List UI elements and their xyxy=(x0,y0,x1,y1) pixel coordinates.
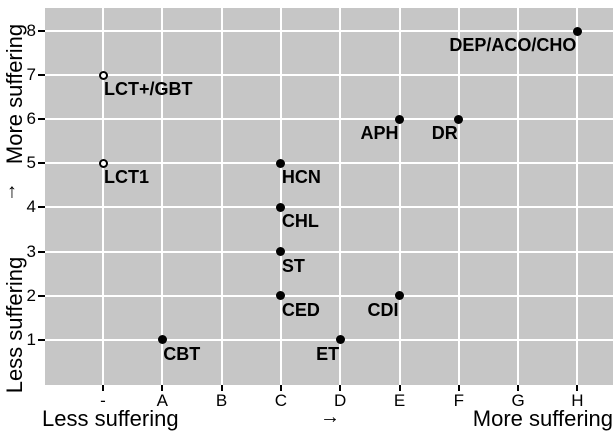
y-tick-mark-6 xyxy=(38,118,45,121)
x-tick-label-E: E xyxy=(393,391,406,410)
data-point-LCT1 xyxy=(98,158,108,168)
data-point-DEP/ACO/CHO xyxy=(572,26,582,36)
y-tick-mark-3 xyxy=(38,250,45,253)
x-tick-label-C: C xyxy=(274,391,288,410)
y-tick-mark-1 xyxy=(38,338,45,341)
data-point-label-APH: APH xyxy=(360,123,399,144)
y-tick-label-1: 1 xyxy=(26,329,36,349)
gridline-y-6 xyxy=(45,118,613,121)
y-tick-label-4: 4 xyxy=(26,197,36,217)
gridline-y-4 xyxy=(45,206,613,209)
y-axis-up-arrow-icon: ↑ xyxy=(7,180,17,203)
data-point-label-ST: ST xyxy=(281,255,305,276)
data-point-CHL xyxy=(276,202,286,212)
gridline-y-8 xyxy=(45,30,613,32)
y-axis-title-top: More suffering xyxy=(2,23,27,165)
y-tick-mark-8 xyxy=(38,30,45,32)
data-point-label-CHL: CHL xyxy=(281,211,319,232)
data-point-ET xyxy=(335,335,345,345)
data-point-label-CDI: CDI xyxy=(367,299,399,320)
x-tick-mark-B xyxy=(220,385,223,391)
x-tick-mark-C xyxy=(279,385,282,391)
x-axis-title-left: Less suffering xyxy=(42,406,179,431)
x-tick-label-D: D xyxy=(334,391,347,410)
x-tick-label-B: B xyxy=(215,391,228,410)
gridline-x-D xyxy=(339,8,342,385)
y-tick-mark-4 xyxy=(38,206,45,209)
gridline-y-3 xyxy=(45,250,613,253)
y-tick-label-2: 2 xyxy=(26,285,36,305)
gridline-y-1 xyxy=(45,338,613,341)
y-tick-label-5: 5 xyxy=(26,153,36,173)
x-tick-mark-H xyxy=(576,385,579,391)
data-point-CED xyxy=(276,291,286,301)
gridline-x-C xyxy=(279,8,282,385)
data-point-label-ET: ET xyxy=(316,343,340,364)
gridline-y-2 xyxy=(45,294,613,297)
x-axis-right-arrow-icon: → xyxy=(320,406,340,428)
x-tick-label-F: F xyxy=(453,391,464,410)
data-point-HCN xyxy=(276,158,286,168)
data-point-label-LCT1: LCT1 xyxy=(104,167,149,188)
plot-panel xyxy=(45,8,613,385)
gridline-y-7 xyxy=(45,74,613,77)
y-axis-title-bottom: Less suffering xyxy=(2,256,27,394)
x-tick-label-G: G xyxy=(511,391,525,410)
data-point-APH xyxy=(395,114,404,124)
gridline-y-5 xyxy=(45,162,613,165)
gridline-x-B xyxy=(220,8,223,385)
data-point-DR xyxy=(454,114,464,124)
x-tick-mark-G xyxy=(517,385,520,391)
gridline-x-F xyxy=(457,8,460,385)
y-tick-mark-5 xyxy=(38,162,45,165)
gridline-x-A xyxy=(161,8,164,385)
y-tick-label-8: 8 xyxy=(26,21,36,40)
data-point-ST xyxy=(276,247,286,256)
data-point-CDI xyxy=(395,291,404,301)
data-point-label-HCN: HCN xyxy=(281,167,321,188)
data-point-LCT+/GBT xyxy=(98,70,108,80)
gridline-x-- xyxy=(102,8,104,385)
x-tick-mark-- xyxy=(102,385,104,391)
data-point-label-DR: DR xyxy=(431,123,458,144)
x-tick-label-H: H xyxy=(571,391,584,410)
gridline-x-H xyxy=(576,8,579,385)
y-tick-label-3: 3 xyxy=(26,241,36,261)
data-point-label-CBT: CBT xyxy=(163,343,201,364)
data-point-label-CED: CED xyxy=(281,299,320,320)
y-tick-label-7: 7 xyxy=(26,65,36,85)
x-tick-mark-E xyxy=(398,385,401,391)
y-tick-label-6: 6 xyxy=(26,109,36,129)
x-tick-label-A: A xyxy=(156,391,168,410)
x-axis-title-right: More suffering xyxy=(472,406,613,431)
y-tick-mark-7 xyxy=(38,74,45,77)
data-point-label-LCT+/GBT: LCT+/GBT xyxy=(104,79,193,100)
x-tick-mark-F xyxy=(457,385,460,391)
gridline-x-G xyxy=(517,8,520,385)
x-tick-label--: - xyxy=(100,391,106,410)
data-point-CBT xyxy=(157,335,167,345)
x-tick-mark-A xyxy=(161,385,164,391)
y-tick-mark-2 xyxy=(38,294,45,297)
x-tick-mark-D xyxy=(339,385,342,391)
gridline-x-E xyxy=(398,8,401,385)
data-point-label-DEP/ACO/CHO: DEP/ACO/CHO xyxy=(449,35,577,55)
